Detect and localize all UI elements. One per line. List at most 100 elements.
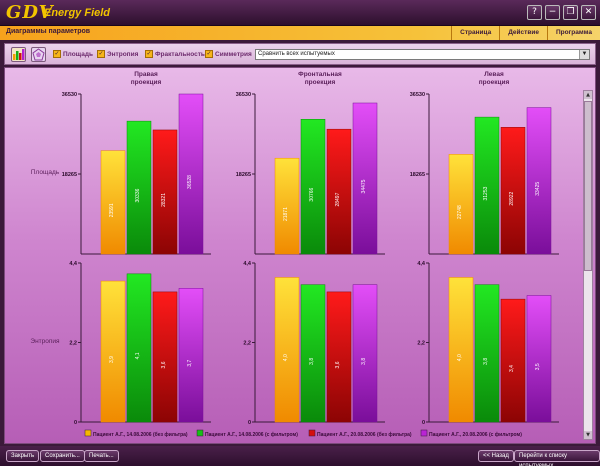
main-menu: Страница Действие Программа xyxy=(451,26,600,40)
bar xyxy=(274,277,300,423)
bar-value-label: 3,8 xyxy=(483,358,489,365)
bar-value-label: 28497 xyxy=(335,192,341,206)
bar xyxy=(448,277,474,423)
scroll-thumb[interactable] xyxy=(584,101,592,271)
bar xyxy=(448,154,474,255)
bar-value-label: 36528 xyxy=(187,175,193,189)
checkbox-symmetry[interactable]: ✓ Симметрия xyxy=(205,50,252,58)
panel-title: Левая xyxy=(484,71,504,78)
row-label: Площадь xyxy=(31,169,60,176)
checkbox-symmetry-label: Симметрия xyxy=(215,50,252,58)
menu-page[interactable]: Страница xyxy=(451,26,499,40)
scroll-up-icon[interactable]: ▲ xyxy=(584,91,592,99)
scroll-down-icon[interactable]: ▼ xyxy=(584,431,592,439)
bar-value-label: 28922 xyxy=(509,191,515,205)
bar-value-label: 3,8 xyxy=(361,358,367,365)
bar-value-label: 3,8 xyxy=(309,358,315,365)
bar-value-label: 4,1 xyxy=(135,352,141,359)
app-logo: GDV xyxy=(6,2,54,23)
legend-label: Пациент А.Г., 14.08.2006 (с фильтром) xyxy=(205,431,298,438)
bar xyxy=(300,284,326,423)
bar-value-label: 3,6 xyxy=(335,361,341,368)
back-button[interactable]: << Назад xyxy=(478,450,514,462)
legend-swatch xyxy=(420,429,428,437)
compare-select[interactable]: Сравнить всех испытуемых ▼ xyxy=(255,49,590,60)
bar xyxy=(500,298,526,423)
y-tick-label: 2,2 xyxy=(243,341,251,347)
restore-button[interactable]: ❐ xyxy=(563,5,578,20)
checkbox-area[interactable]: ✓ Площадь xyxy=(53,50,93,58)
chevron-down-icon[interactable]: ▼ xyxy=(579,50,589,59)
legend-label: Пациент А.Г., 20.08.2006 (без фильтра) xyxy=(317,431,412,438)
toolbar: ✓ Площадь ✓ Энтропия ✓ Фрактальность ✓ С… xyxy=(4,43,596,65)
bar xyxy=(126,273,152,423)
bar-value-label: 3,7 xyxy=(187,359,193,366)
bar xyxy=(526,107,552,255)
bar-value-label: 30766 xyxy=(309,187,315,201)
compare-select-value: Сравнить всех испытуемых xyxy=(258,51,335,57)
menu-action[interactable]: Действие xyxy=(499,26,547,40)
bar xyxy=(178,288,204,423)
save-button[interactable]: Сохранить... xyxy=(40,450,85,462)
checkbox-area-label: Площадь xyxy=(63,50,93,58)
charts-svg: ПлощадьПраваяпроекция3653018265235913033… xyxy=(30,71,559,438)
y-tick-label: 4,4 xyxy=(243,261,252,267)
bar-value-label: 23591 xyxy=(109,203,115,217)
panel-title: Фронтальная xyxy=(298,71,342,78)
bar xyxy=(500,127,526,255)
bar-value-label: 33425 xyxy=(535,182,541,196)
panel-title: проекция xyxy=(131,79,162,86)
bar-value-label: 30336 xyxy=(135,188,141,202)
y-tick-label: 2,2 xyxy=(417,341,425,347)
bar-value-label: 4,0 xyxy=(283,354,289,361)
y-tick-label: 18265 xyxy=(236,172,251,178)
legend-swatch xyxy=(308,429,316,437)
panel-title: проекция xyxy=(305,79,336,86)
radar-chart-icon[interactable] xyxy=(31,47,46,62)
bar xyxy=(326,128,352,255)
legend-swatch xyxy=(196,429,204,437)
print-button[interactable]: Печать... xyxy=(84,450,119,462)
check-icon: ✓ xyxy=(53,50,61,58)
close-window-button[interactable]: ✕ xyxy=(581,5,596,20)
close-button[interactable]: Закрыть xyxy=(6,450,40,462)
y-tick-label: 0 xyxy=(74,420,77,426)
bar-value-label: 22748 xyxy=(457,205,463,219)
menu-program[interactable]: Программа xyxy=(546,26,600,40)
legend-swatch xyxy=(84,429,92,437)
bar-value-label: 3,9 xyxy=(109,356,115,363)
y-tick-label: 18265 xyxy=(410,172,425,178)
checkbox-entropy-label: Энтропия xyxy=(107,50,139,58)
help-button[interactable]: ? xyxy=(527,5,542,20)
header-bar: Диаграммы параметров Страница Действие П… xyxy=(0,26,600,40)
minimize-button[interactable]: − xyxy=(545,5,560,20)
bar xyxy=(352,102,378,255)
legend-label: Пациент А.Г., 14.08.2006 (без фильтра) xyxy=(93,431,188,438)
row-label: Энтропия xyxy=(30,338,60,345)
bar-value-label: 3,6 xyxy=(161,361,167,368)
check-icon: ✓ xyxy=(205,50,213,58)
y-tick-label: 4,4 xyxy=(69,261,78,267)
chart-area: Площадь Правая проекция 36530 18265 23591 3033… xyxy=(4,67,596,444)
y-tick-label: 0 xyxy=(248,420,251,426)
bar xyxy=(152,291,178,423)
checkbox-entropy[interactable]: ✓ Энтропия xyxy=(97,50,138,58)
vertical-scrollbar[interactable]: ▲ ▼ xyxy=(583,90,593,440)
bottom-bar: Закрыть Сохранить... Печать... << Назад … xyxy=(0,446,600,466)
check-icon: ✓ xyxy=(145,50,153,58)
bar-chart-icon[interactable] xyxy=(11,47,26,62)
to-list-button[interactable]: Перейти к списку испытуемых xyxy=(514,450,600,466)
y-tick-label: 4,4 xyxy=(417,261,426,267)
bar-value-label: 3,5 xyxy=(535,363,541,370)
window-controls: ? − ❐ ✕ xyxy=(527,5,596,20)
bar xyxy=(326,291,352,423)
checkbox-fractality[interactable]: ✓ Фрактальность xyxy=(145,50,205,58)
bar xyxy=(300,118,326,255)
y-tick-label: 36530 xyxy=(236,92,251,98)
y-tick-label: 2,2 xyxy=(69,341,77,347)
bar-value-label: 4,0 xyxy=(457,354,463,361)
bar xyxy=(100,150,126,255)
legend-label: Пациент А.Г., 20.08.2006 (с фильтром) xyxy=(429,431,522,438)
title-bar: GDV Energy Field ? − ❐ ✕ xyxy=(0,0,600,26)
bar xyxy=(474,116,500,255)
